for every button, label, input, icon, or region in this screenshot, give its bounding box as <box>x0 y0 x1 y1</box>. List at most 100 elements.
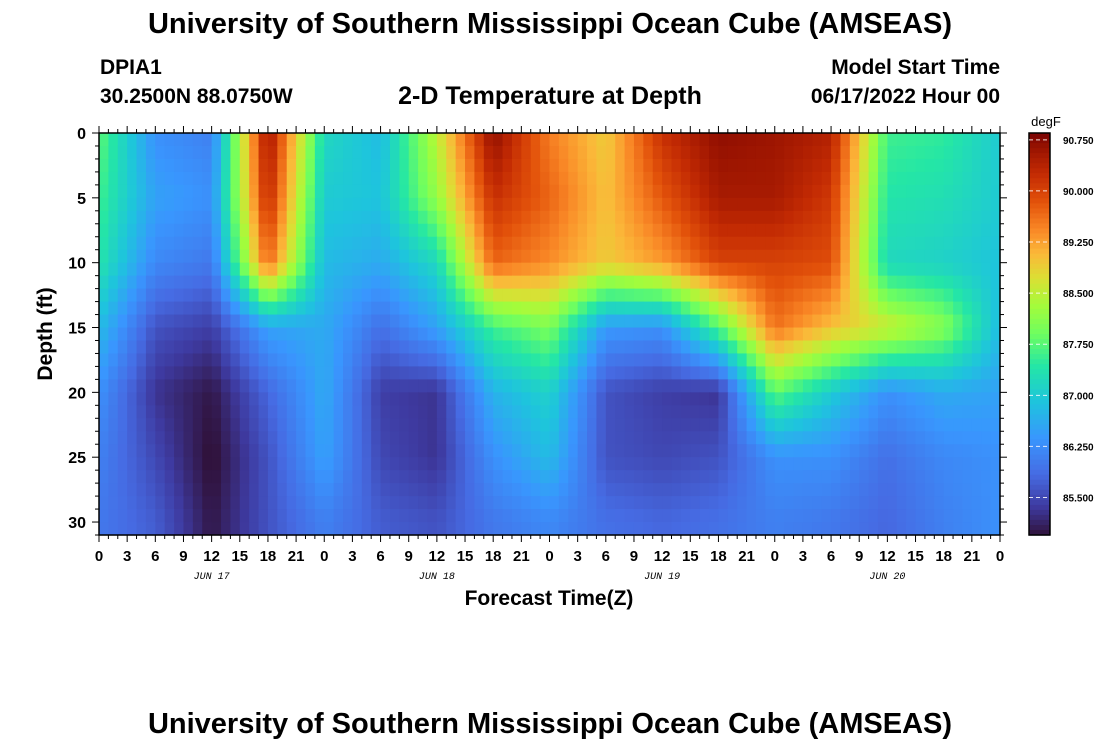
heatmap-cell <box>990 236 1001 251</box>
heatmap-cell <box>718 133 729 147</box>
heatmap-cell <box>746 275 757 290</box>
heatmap-cell <box>164 522 175 536</box>
heatmap-cell <box>821 431 832 445</box>
x-tick-label: 12 <box>879 548 896 565</box>
heatmap-cell <box>784 366 795 380</box>
heatmap-cell <box>587 249 598 264</box>
heatmap-cell <box>155 262 166 277</box>
heatmap-cell <box>455 340 466 355</box>
heatmap-cell <box>633 509 644 523</box>
heatmap-cell <box>709 496 720 510</box>
heatmap-cell <box>389 262 400 277</box>
footer-title: University of Southern Mississippi Ocean… <box>147 708 953 740</box>
heatmap-cell <box>418 145 429 160</box>
heatmap-cell <box>352 262 363 277</box>
heatmap-cell <box>718 158 729 173</box>
heatmap-cell <box>587 262 598 277</box>
heatmap-cell <box>643 249 654 264</box>
heatmap-cell <box>971 301 982 316</box>
heatmap-cell <box>652 158 663 173</box>
heatmap-cell <box>971 353 982 368</box>
heatmap-cell <box>305 145 316 160</box>
heatmap-cell <box>953 158 964 173</box>
heatmap-cell <box>587 197 598 212</box>
heatmap-cell <box>164 418 175 432</box>
heatmap-cell <box>249 379 260 393</box>
heatmap-cell <box>690 249 701 264</box>
heatmap-cell <box>840 418 851 432</box>
heatmap-cell <box>699 444 710 458</box>
heatmap-cell <box>380 418 391 432</box>
heatmap-cell <box>812 392 823 406</box>
heatmap-cell <box>746 301 757 316</box>
heatmap-cell <box>868 392 879 406</box>
heatmap-cell <box>174 236 185 251</box>
heatmap-cell <box>521 288 532 303</box>
heatmap-cell <box>399 223 410 238</box>
heatmap-cell <box>981 392 992 406</box>
colorbar-swatch <box>1029 419 1050 426</box>
heatmap-cell <box>474 418 485 432</box>
heatmap-cell <box>755 431 766 445</box>
heatmap-cell <box>136 379 147 393</box>
heatmap-cell <box>718 197 729 212</box>
heatmap-cell <box>258 275 269 290</box>
day-labels: JUN 17 JUN 18 JUN 19 JUN 20 <box>194 572 906 583</box>
heatmap-cell <box>652 327 663 342</box>
heatmap-cell <box>408 288 419 303</box>
heatmap-cell <box>577 133 588 147</box>
heatmap-cell <box>624 249 635 264</box>
heatmap-cell <box>812 236 823 251</box>
heatmap-cell <box>267 197 278 212</box>
heatmap-cell <box>971 522 982 536</box>
heatmap-cell <box>465 392 476 406</box>
heatmap-cell <box>652 145 663 160</box>
heatmap-cell <box>155 236 166 251</box>
heatmap-cell <box>361 340 372 355</box>
heatmap-cell <box>108 327 119 342</box>
heatmap-cell <box>774 444 785 458</box>
heatmap-cell <box>239 275 250 290</box>
x-tick-label: 21 <box>964 548 981 565</box>
heatmap-cell <box>221 496 231 510</box>
heatmap-cell <box>934 353 945 368</box>
heatmap-cell <box>624 366 635 380</box>
heatmap-cell <box>465 133 476 147</box>
heatmap-cell <box>314 405 325 419</box>
heatmap-cell <box>765 236 776 251</box>
heatmap-cell <box>849 314 860 329</box>
heatmap-cell <box>709 314 720 329</box>
heatmap-cell <box>943 379 954 393</box>
heatmap-cell <box>202 197 213 212</box>
heatmap-cell <box>558 353 569 368</box>
heatmap-cell <box>765 496 776 510</box>
heatmap-cell <box>343 301 354 316</box>
heatmap-cell <box>389 483 400 497</box>
heatmap-cell <box>249 431 260 445</box>
heatmap-cell <box>361 288 372 303</box>
heatmap-cell <box>962 249 973 264</box>
heatmap-cell <box>887 496 898 510</box>
heatmap-cell <box>896 133 907 147</box>
heatmap-cell <box>324 158 335 173</box>
heatmap-cell <box>108 171 119 186</box>
heatmap-cell <box>371 340 382 355</box>
heatmap-cell <box>352 483 363 497</box>
heatmap-cell <box>540 184 551 199</box>
colorbar-swatch <box>1029 173 1050 179</box>
heatmap-cell <box>408 353 419 368</box>
heatmap-cell <box>493 509 504 523</box>
heatmap-cell <box>324 353 335 368</box>
heatmap-cell <box>145 133 156 147</box>
heatmap-cell <box>915 496 926 510</box>
heatmap-cell <box>671 314 682 329</box>
heatmap-cell <box>183 431 194 445</box>
heatmap-cell <box>802 262 813 277</box>
heatmap-cell <box>680 145 691 160</box>
heatmap-cell <box>455 275 466 290</box>
heatmap-cell <box>408 223 419 238</box>
heatmap-cell <box>427 509 438 523</box>
heatmap-cell <box>117 133 128 147</box>
day-label: JUN 18 <box>419 572 455 583</box>
heatmap-cell <box>737 301 748 316</box>
